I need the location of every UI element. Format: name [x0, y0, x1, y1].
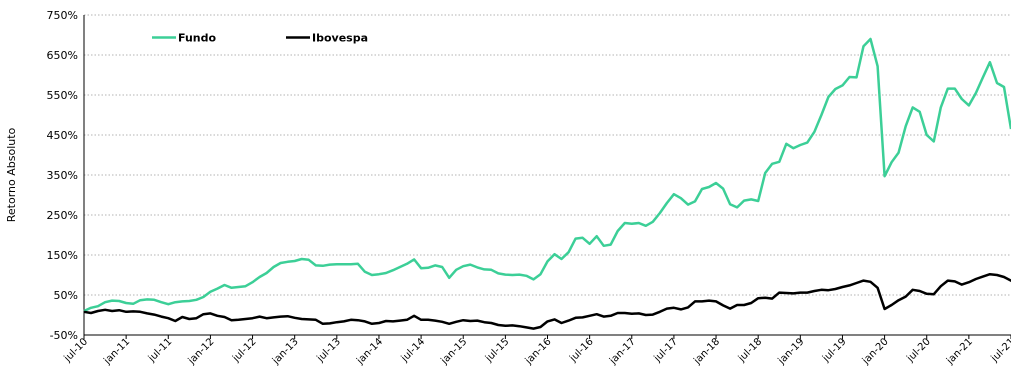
gridlines [84, 14, 1011, 296]
x-tick-label: jan-18 [691, 336, 722, 367]
x-tick-label: jul-14 [399, 336, 427, 364]
y-axis: 750% 650% 550% 450% 350% 250% 150% 50% -50% [47, 9, 85, 342]
y-tick-label: 250% [47, 209, 78, 222]
y-tick-label: 150% [47, 249, 78, 262]
x-tick-label: jan-11 [101, 336, 132, 367]
x-tick-label: jul-17 [652, 336, 680, 364]
y-tick-label: 350% [47, 169, 78, 182]
x-tick-label: jul-16 [567, 336, 595, 364]
x-tick-label: jan-21 [944, 336, 975, 367]
legend-label-ibovespa: Ibovespa [312, 32, 368, 45]
series-line-fundo [83, 37, 1011, 313]
x-tick-label: jan-17 [607, 336, 638, 367]
x-tick-label: jul-20 [904, 336, 932, 364]
y-tick-label: 650% [47, 49, 78, 62]
x-tick-label: jan-14 [354, 336, 385, 367]
x-tick-label: jan-12 [186, 336, 217, 367]
x-tick-label: jul-19 [820, 336, 848, 364]
x-tick-label: jul-15 [483, 336, 511, 364]
x-tick-label: jan-16 [523, 336, 554, 367]
y-tick-label: -50% [50, 329, 78, 342]
y-tick-label: 550% [47, 89, 78, 102]
x-tick-label: jul-13 [314, 336, 342, 364]
y-tick-label: 450% [47, 129, 78, 142]
series-line-ibovespa [83, 272, 1011, 330]
y-tick-label: 750% [47, 9, 78, 22]
x-axis: jul-10 jan-11 jul-11 jan-12 jul-12 jan-13 jul-… [62, 334, 1011, 367]
series-lines [83, 37, 1011, 330]
x-tick-label: jul-11 [146, 336, 174, 364]
y-tick-label: 50% [54, 289, 78, 302]
x-tick-label: jul-18 [736, 336, 764, 364]
x-tick-label: jul-12 [230, 336, 258, 364]
x-tick-label: jan-13 [270, 336, 301, 367]
y-axis-title: Retorno Absoluto [5, 127, 18, 222]
x-tick-label: jan-19 [776, 336, 807, 367]
legend-label-fundo: Fundo [178, 32, 217, 45]
legend: Fundo Ibovespa [152, 32, 368, 45]
x-tick-label: jan-15 [439, 336, 470, 367]
x-tick-label: jan-20 [860, 336, 891, 367]
x-tick-label: jul-21 [989, 336, 1011, 364]
